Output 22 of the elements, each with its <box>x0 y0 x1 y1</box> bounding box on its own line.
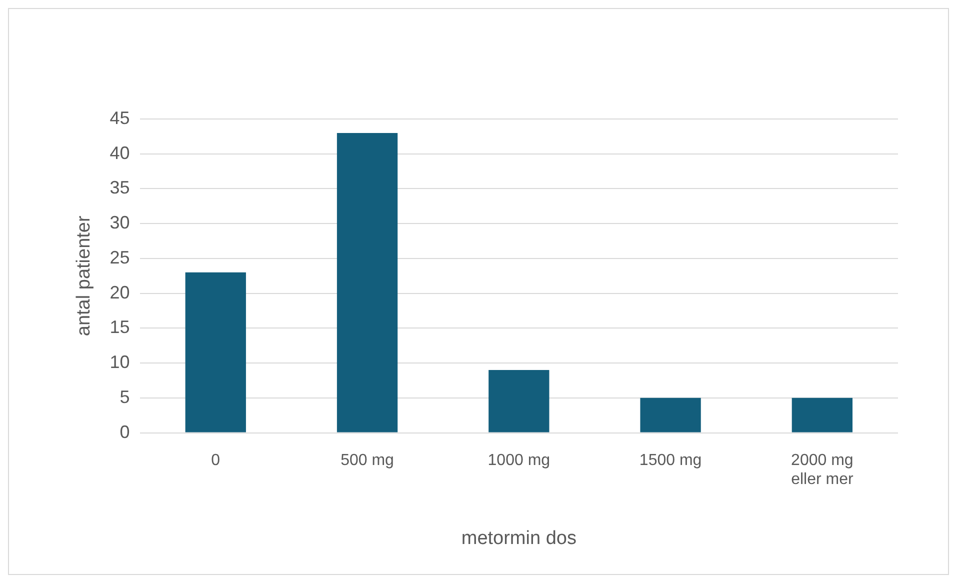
y-tick-label: 20 <box>110 282 130 302</box>
y-tick-label: 0 <box>120 422 130 442</box>
y-tick-label: 10 <box>110 352 130 372</box>
y-tick-label: 25 <box>110 247 130 268</box>
x-tick-label: 2000 mg eller mer <box>791 452 854 488</box>
y-tick-label: 15 <box>110 317 130 338</box>
x-axis-title: metormin dos <box>461 528 576 549</box>
y-tick-label: 35 <box>110 178 130 198</box>
bar <box>640 398 701 432</box>
y-tick-label: 40 <box>110 142 130 163</box>
y-tick-label: 30 <box>110 212 130 233</box>
bar <box>488 370 550 432</box>
x-tick-label: 0 <box>211 452 220 469</box>
x-tick-label: 1500 mg <box>639 452 702 469</box>
x-tick-label: 1000 mg <box>488 452 550 469</box>
bar <box>336 132 398 432</box>
y-tick-label: 45 <box>110 108 130 128</box>
bar <box>792 398 853 432</box>
bar <box>185 272 246 432</box>
y-axis-title: antal patienter <box>74 215 95 336</box>
y-tick-label: 5 <box>120 386 130 407</box>
x-tick-label: 500 mg <box>340 452 394 469</box>
